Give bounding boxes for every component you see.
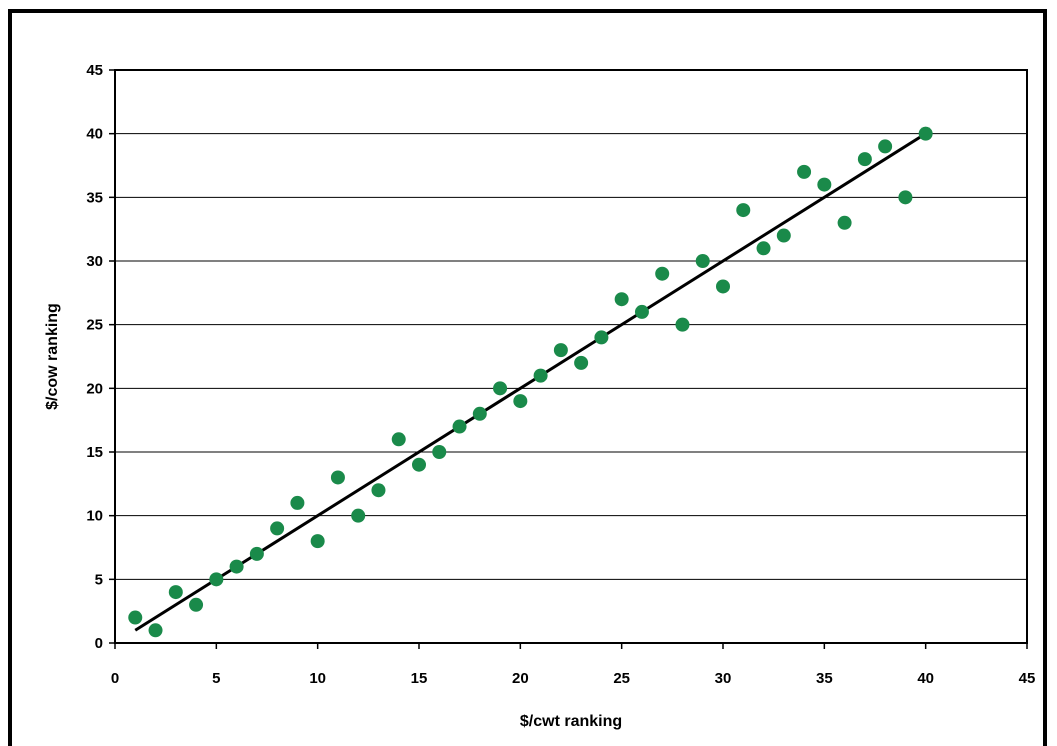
x-tick-label: 20	[512, 670, 529, 687]
y-tick-label: 30	[86, 253, 103, 270]
data-point	[330, 470, 345, 485]
x-tick-label: 35	[816, 670, 833, 687]
data-point	[249, 546, 264, 561]
y-axis-ticks: 0 5 10 15 20 25 30 35 40 45	[86, 62, 115, 652]
data-point	[716, 279, 730, 294]
data-point	[574, 355, 589, 370]
y-tick-label: 45	[86, 62, 103, 79]
data-point	[695, 254, 710, 268]
data-point	[128, 610, 143, 625]
data-point	[837, 215, 852, 230]
data-point	[594, 330, 609, 345]
data-point	[168, 585, 183, 600]
data-point	[371, 483, 386, 498]
data-point	[493, 381, 508, 396]
y-tick-label: 0	[95, 635, 103, 652]
data-point	[513, 394, 528, 409]
data-point	[736, 203, 751, 218]
data-point	[452, 419, 467, 434]
trendline	[134, 132, 927, 632]
data-points	[128, 126, 933, 638]
data-point	[290, 495, 305, 510]
x-axis-ticks: 0 5 10 15 20 25 30 35 40 45	[111, 643, 1036, 687]
x-tick-label: 30	[715, 670, 732, 687]
y-tick-label: 5	[95, 571, 103, 588]
data-point	[898, 190, 913, 205]
data-point	[675, 317, 690, 332]
data-point	[614, 292, 629, 307]
data-point	[189, 597, 204, 612]
x-axis-label: $/cwt ranking	[520, 713, 622, 730]
data-point	[655, 266, 670, 281]
data-point	[776, 228, 791, 243]
x-tick-label: 40	[917, 670, 934, 687]
y-tick-label: 10	[86, 508, 103, 525]
data-point	[756, 241, 771, 256]
data-point	[310, 534, 325, 549]
data-point	[553, 343, 568, 358]
data-point	[412, 457, 426, 472]
data-point	[533, 368, 548, 383]
y-tick-label: 35	[86, 189, 103, 206]
data-point	[634, 304, 649, 319]
data-point	[432, 445, 447, 459]
x-tick-label: 10	[309, 670, 326, 687]
data-point	[918, 126, 933, 141]
y-tick-label: 15	[86, 444, 103, 461]
data-point	[817, 177, 832, 192]
x-tick-label: 25	[613, 670, 630, 687]
y-tick-label: 20	[86, 380, 103, 397]
x-tick-label: 5	[212, 670, 220, 687]
y-axis-label: $/cow ranking	[44, 303, 61, 410]
data-point	[391, 432, 406, 447]
plot-area	[114, 69, 1028, 644]
data-point	[857, 152, 872, 167]
y-tick-label: 25	[86, 317, 103, 334]
y-tick-label: 40	[86, 126, 103, 143]
data-point	[878, 139, 893, 154]
data-point	[472, 406, 487, 421]
data-point	[148, 623, 163, 638]
x-tick-label: 0	[111, 670, 119, 687]
x-tick-label: 45	[1019, 670, 1036, 687]
x-tick-label: 15	[411, 670, 428, 687]
data-point	[270, 521, 285, 536]
data-point	[229, 559, 244, 574]
data-point	[351, 508, 366, 523]
data-point	[797, 164, 812, 179]
chart-frame	[8, 9, 1047, 746]
gridlines	[115, 133, 1027, 580]
data-point	[209, 572, 224, 587]
